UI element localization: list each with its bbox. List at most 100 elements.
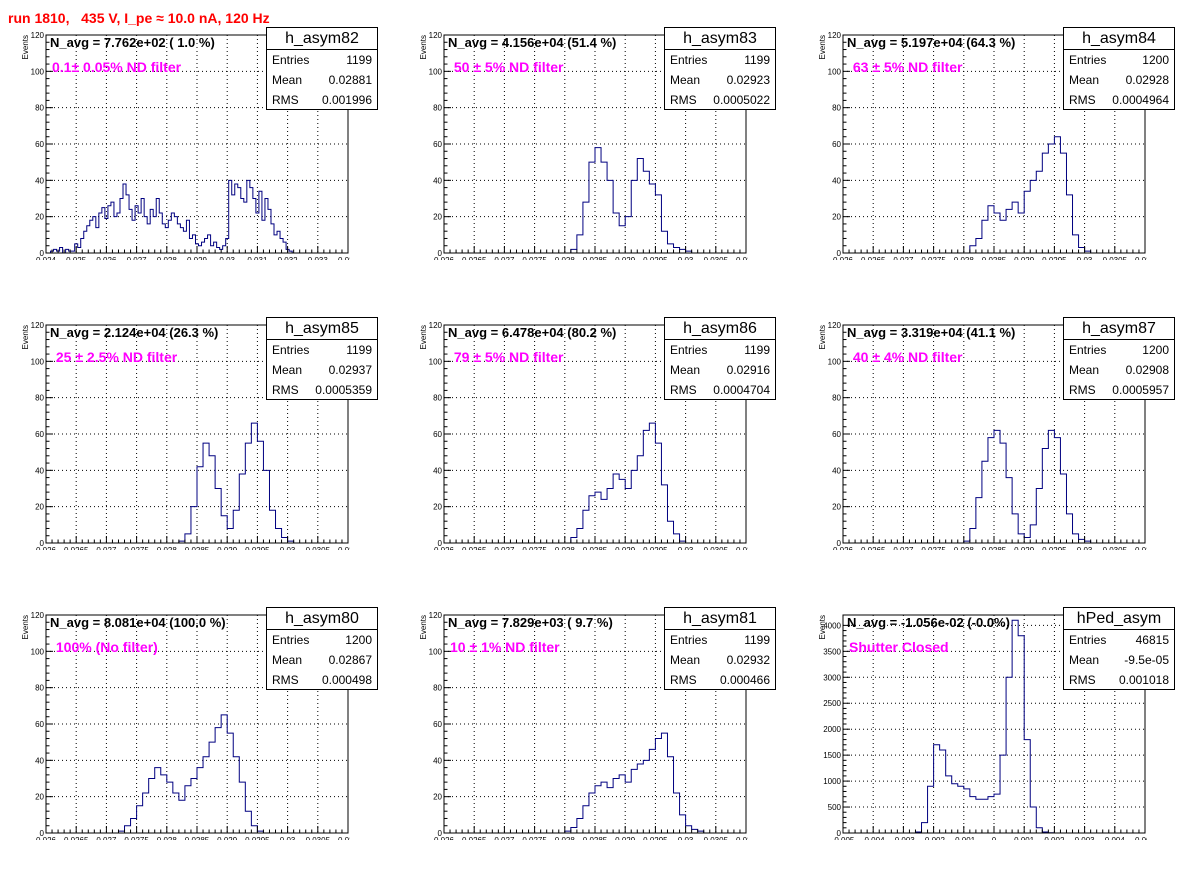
stats-box: h_asym80 Entries 1200 Mean 0.02867 RMS 0.00049… bbox=[266, 607, 378, 690]
stats-value-mean: -9.5e-05 bbox=[1124, 653, 1169, 667]
histogram-bin bbox=[625, 782, 631, 833]
y-tick-label: 3500 bbox=[823, 647, 841, 656]
stats-label-mean: Mean bbox=[670, 73, 701, 87]
histogram-bin bbox=[692, 829, 698, 833]
x-tick-label: 0.0295 bbox=[245, 546, 270, 550]
stats-label-entries: Entries bbox=[1069, 633, 1107, 647]
histogram-bin bbox=[1012, 620, 1018, 833]
histogram-pad-h_asym80: 0.026 0.0265 0.027 0.0275 0.028 0.0285 0.029 0.… bbox=[0, 580, 378, 840]
filter-annotation: 63 ± 5% ND filter bbox=[849, 59, 963, 75]
x-tick-label: 0.028 bbox=[555, 836, 576, 840]
histogram-bin bbox=[928, 786, 934, 833]
histogram-bin bbox=[232, 195, 235, 253]
histogram-bin bbox=[276, 528, 282, 543]
x-tick-label: 0.026 bbox=[833, 546, 854, 550]
histogram-bin bbox=[1060, 153, 1066, 253]
histogram-bin bbox=[244, 202, 247, 253]
histogram-bin bbox=[265, 199, 268, 254]
x-tick-label: 0.027 bbox=[127, 256, 148, 260]
stats-label-entries: Entries bbox=[1069, 53, 1107, 67]
stats-label-entries: Entries bbox=[670, 53, 708, 67]
stats-label-mean: Mean bbox=[1069, 653, 1100, 667]
histogram-bin bbox=[209, 456, 215, 543]
x-tick-label: 0.028 bbox=[157, 256, 178, 260]
stats-label-rms: RMS bbox=[272, 673, 299, 687]
stats-value-rms: 0.0005957 bbox=[1112, 383, 1169, 397]
histogram-bin bbox=[595, 786, 601, 833]
histogram-pad-h_asym83: 0.026 0.0265 0.027 0.0275 0.028 0.0285 0.029 0.… bbox=[398, 0, 776, 260]
stats-box: h_asym85 Entries 1199 Mean 0.02937 RMS 0.00053… bbox=[266, 317, 378, 400]
stats-value-mean: 0.02881 bbox=[328, 73, 372, 87]
y-tick-label: 20 bbox=[832, 503, 841, 512]
histogram-bin bbox=[138, 213, 141, 253]
y-tick-label: 60 bbox=[433, 430, 442, 439]
histogram-bin bbox=[117, 213, 120, 253]
stats-value-rms: 0.0005022 bbox=[713, 93, 770, 107]
histogram-bin bbox=[111, 202, 114, 253]
histogram-bin bbox=[970, 246, 976, 253]
histogram-pad-h_asym87: 0.026 0.0265 0.027 0.0275 0.028 0.0285 0.029 0.… bbox=[797, 290, 1175, 550]
stats-value-mean: 0.02928 bbox=[1125, 73, 1169, 87]
histogram-bin bbox=[1036, 171, 1042, 253]
stats-label-rms: RMS bbox=[272, 383, 299, 397]
y-tick-label: 60 bbox=[35, 720, 44, 729]
stats-value-entries: 1199 bbox=[346, 343, 372, 357]
histogram-bin bbox=[674, 793, 680, 833]
histogram-bin bbox=[613, 474, 619, 543]
histogram-svg: 0.026 0.0265 0.027 0.0275 0.028 0.0285 0.029 0.… bbox=[419, 321, 748, 550]
histogram-bin bbox=[263, 470, 269, 543]
x-tick-label: 0.029 bbox=[615, 546, 636, 550]
histogram-bin bbox=[589, 496, 595, 543]
x-tick-label: 0.003 bbox=[1075, 836, 1096, 840]
n-avg-label: N_avg = 5.197e+04 (64.3 %) bbox=[847, 35, 1016, 50]
histogram-bin bbox=[1030, 180, 1036, 253]
x-tick-label: 0.028 bbox=[157, 836, 178, 840]
histogram-bin bbox=[1006, 677, 1012, 833]
x-tick-label: 0.034 bbox=[338, 256, 350, 260]
stats-row-entries: Entries 1199 bbox=[665, 340, 775, 360]
stats-value-entries: 1200 bbox=[1142, 343, 1169, 357]
histogram-bin bbox=[167, 782, 173, 833]
histogram-bin bbox=[99, 213, 102, 253]
stats-label-entries: Entries bbox=[272, 53, 310, 67]
x-tick-label: -0.001 bbox=[952, 836, 975, 840]
histogram-bin bbox=[54, 249, 57, 253]
histogram-name: h_asym85 bbox=[267, 318, 377, 340]
histogram-bin bbox=[661, 485, 667, 543]
stats-row-rms: RMS 0.0004964 bbox=[1064, 90, 1174, 110]
stats-box: h_asym82 Entries 1199 Mean 0.02881 RMS 0.00199… bbox=[266, 27, 378, 110]
histogram-bin bbox=[144, 217, 147, 253]
histogram-line bbox=[570, 147, 698, 254]
y-tick-label: 100 bbox=[31, 67, 45, 76]
y-tick-label: 100 bbox=[31, 647, 45, 656]
y-tick-label: 80 bbox=[433, 104, 442, 113]
x-tick-label: 0.03 bbox=[280, 546, 296, 550]
histogram-bin bbox=[625, 489, 631, 544]
histogram-bin bbox=[1012, 514, 1018, 543]
histogram-bin bbox=[661, 231, 667, 253]
x-tick-label: 0.031 bbox=[338, 546, 350, 550]
histogram-bin bbox=[227, 733, 233, 833]
n-avg-label: N_avg = 6.478e+04 (80.2 %) bbox=[448, 325, 617, 340]
histogram-bin bbox=[96, 228, 99, 253]
x-tick-label: 0.031 bbox=[338, 836, 350, 840]
histogram-bin bbox=[1079, 539, 1085, 543]
histogram-pad-h_asym86: 0.026 0.0265 0.027 0.0275 0.028 0.0285 0.029 0.… bbox=[398, 290, 776, 550]
x-tick-label: 0.028 bbox=[157, 546, 178, 550]
histogram-bin bbox=[87, 226, 90, 253]
histogram-svg: 0.026 0.0265 0.027 0.0275 0.028 0.0285 0.029 0.… bbox=[818, 321, 1147, 550]
histogram-bin bbox=[1048, 430, 1054, 543]
histogram-bin bbox=[643, 430, 649, 543]
stats-value-rms: 0.0005359 bbox=[315, 383, 372, 397]
histogram-bin bbox=[589, 162, 595, 253]
x-tick-label: 0.0295 bbox=[643, 256, 668, 260]
stats-value-rms: 0.0004704 bbox=[713, 383, 770, 397]
x-tick-label: 0.0305 bbox=[704, 546, 729, 550]
stats-label-entries: Entries bbox=[272, 343, 310, 357]
y-tick-label: 0 bbox=[837, 539, 842, 548]
y-tick-label: 60 bbox=[832, 140, 841, 149]
histogram-pad-h_asym85: 0.026 0.0265 0.027 0.0275 0.028 0.0285 0.029 0.… bbox=[0, 290, 378, 550]
histogram-bin bbox=[1036, 489, 1042, 544]
histogram-bin bbox=[155, 768, 161, 833]
histogram-bin bbox=[1024, 538, 1030, 543]
